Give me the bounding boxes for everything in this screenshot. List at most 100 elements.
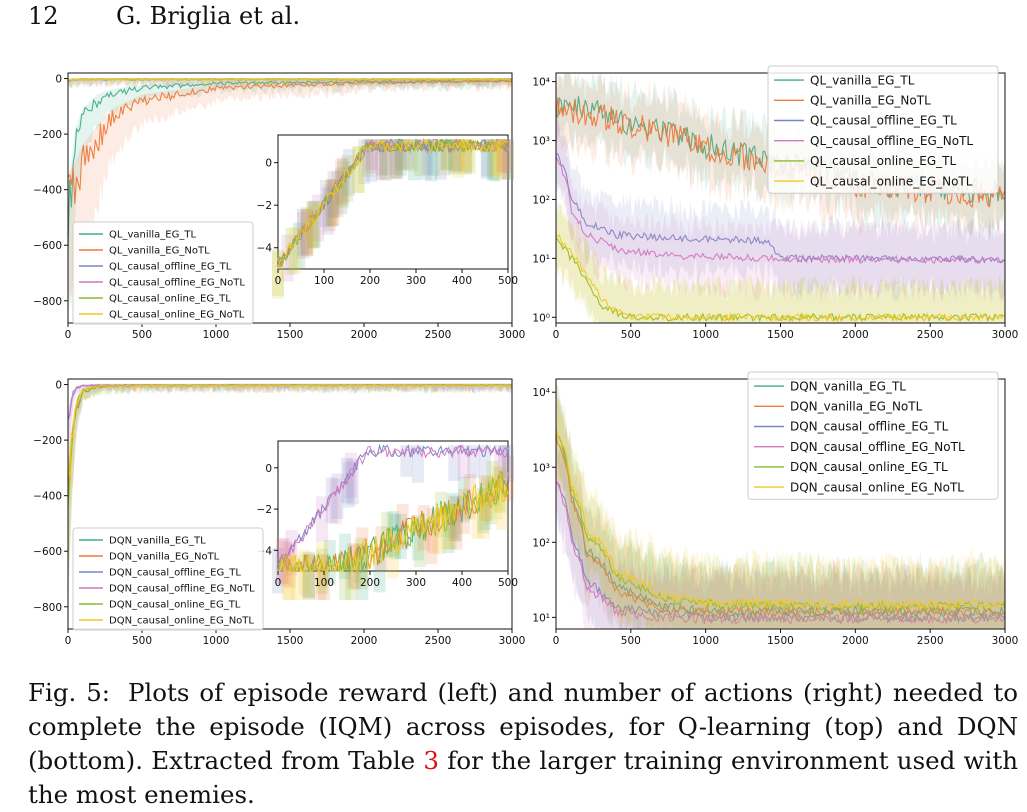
legend-label: QL_causal_offline_EG_NoTL [109,278,245,289]
inset-band [356,543,369,590]
inset-band [277,538,290,584]
series-band [68,79,512,323]
inset-band [352,146,365,193]
inset-line [277,137,509,270]
inset-x-tick-label: 500 [498,577,518,589]
inset-band [344,452,357,499]
x-tick-label: 1000 [203,329,230,341]
legend-label: QL_vanilla_EG_NoTL [810,94,931,108]
y-tick-label: 10¹ [532,612,550,624]
series-band [556,396,1005,629]
legend-label: DQN_causal_online_EG_NoTL [109,616,254,627]
inset-band [450,139,463,173]
legend-label: QL_causal_online_EG_TL [109,294,231,305]
legend-label: DQN_vanilla_EG_TL [790,379,906,393]
inset-band [502,139,514,180]
y-tick-label: 10² [532,194,550,206]
y-tick-label: 0 [55,74,62,86]
legend-label: DQN_causal_offline_EG_NoTL [109,584,255,595]
series-band [556,379,1005,629]
x-tick-label: 2000 [842,329,869,341]
y-tick-label: −400 [33,185,62,197]
x-tick-label: 500 [132,635,152,647]
legend-label: QL_causal_online_EG_TL [810,154,956,168]
inset-band [327,179,340,227]
x-tick-label: 3000 [992,635,1019,647]
legend-label: DQN_causal_offline_EG_TL [109,568,241,579]
inset-band [440,139,453,170]
x-tick-label: 500 [132,329,152,341]
series-line [555,426,1006,611]
series-band [68,383,512,455]
inset-band [325,477,338,523]
inset-x-tick-label: 500 [498,275,518,287]
x-tick-label: 500 [621,329,641,341]
series-line [67,79,513,204]
inset-y-tick-label: −2 [257,200,272,212]
legend-frame [767,65,999,194]
inset-y-tick-label: −4 [257,243,273,255]
x-tick-label: 0 [65,635,72,647]
x-tick-label: 500 [621,635,641,647]
inset-band [379,139,392,180]
y-tick-label: −600 [33,546,62,558]
inset-line [277,443,509,565]
inset-band [341,457,353,504]
series-band [556,435,1005,629]
ql-actions-chart: 0 500 1000 1500 2000 2500 3000 10⁰ 10¹ 10² 10³ 10⁴ Q… [532,65,1019,341]
table-ref-link[interactable]: 3 [423,746,440,775]
legend-label: DQN_causal_online_EG_TL [790,460,948,474]
legend-label: QL_vanilla_EG_TL [109,230,196,241]
inset-band [298,549,311,596]
legend-label: QL_vanilla_EG_TL [810,73,915,87]
series-line [67,384,513,477]
inset-x-tick-label: 400 [452,577,472,589]
series-band [68,78,512,89]
inset-line [277,138,509,268]
inset-band [352,146,365,194]
inset-band [283,542,296,588]
legend-label: DQN_causal_offline_EG_NoTL [790,440,965,454]
inset-band [452,139,465,178]
x-tick-label: 0 [65,329,72,341]
inset-band [279,541,292,587]
x-tick-label: 2000 [842,635,869,647]
y-tick-label: 10² [532,537,550,549]
legend-frame [72,527,264,631]
legend-label: DQN_causal_offline_EG_TL [790,420,949,434]
inset-x-tick-label: 200 [360,275,380,287]
inset-band [329,478,342,525]
x-tick-label: 1500 [277,635,304,647]
inset-line [278,476,509,573]
inset-x-tick-label: 200 [360,577,380,589]
x-tick-label: 0 [553,329,560,341]
inset-band [342,462,355,508]
legend-frame [747,371,999,500]
x-tick-label: 3000 [992,329,1019,341]
inset-x-tick-label: 0 [275,577,282,589]
inset-band [492,465,505,512]
inset-band [306,201,319,248]
inset-x-tick-label: 0 [275,275,282,287]
inset-band [316,496,329,542]
page-header: 12 G. Briglia et al. [28,2,300,30]
inset-x-tick-label: 300 [406,275,426,287]
caption-lead: Fig. 5: [28,678,111,707]
x-tick-label: 3000 [499,329,526,341]
y-tick-label: 0 [55,380,62,392]
inset-band [417,505,430,551]
x-tick-label: 2500 [425,329,452,341]
x-tick-label: 1000 [203,635,230,647]
inset-band [500,139,513,174]
caption-text-before: Plots of episode reward (left) and numbe… [28,678,1018,775]
inset-x-tick-label: 100 [314,577,334,589]
x-tick-label: 1000 [692,329,719,341]
ql-reward-chart: 0 500 1000 1500 2000 2500 30000−200−400−600−80… [33,72,525,341]
inset-band [479,475,491,521]
inset-band [387,532,399,579]
inset-band [496,484,509,530]
legend-label: DQN_vanilla_EG_NoTL [790,400,923,414]
inset-band [321,187,334,235]
legend: DQN_vanilla_EG_TL DQN_vanilla_EG_NoTL DQN_… [747,371,999,500]
